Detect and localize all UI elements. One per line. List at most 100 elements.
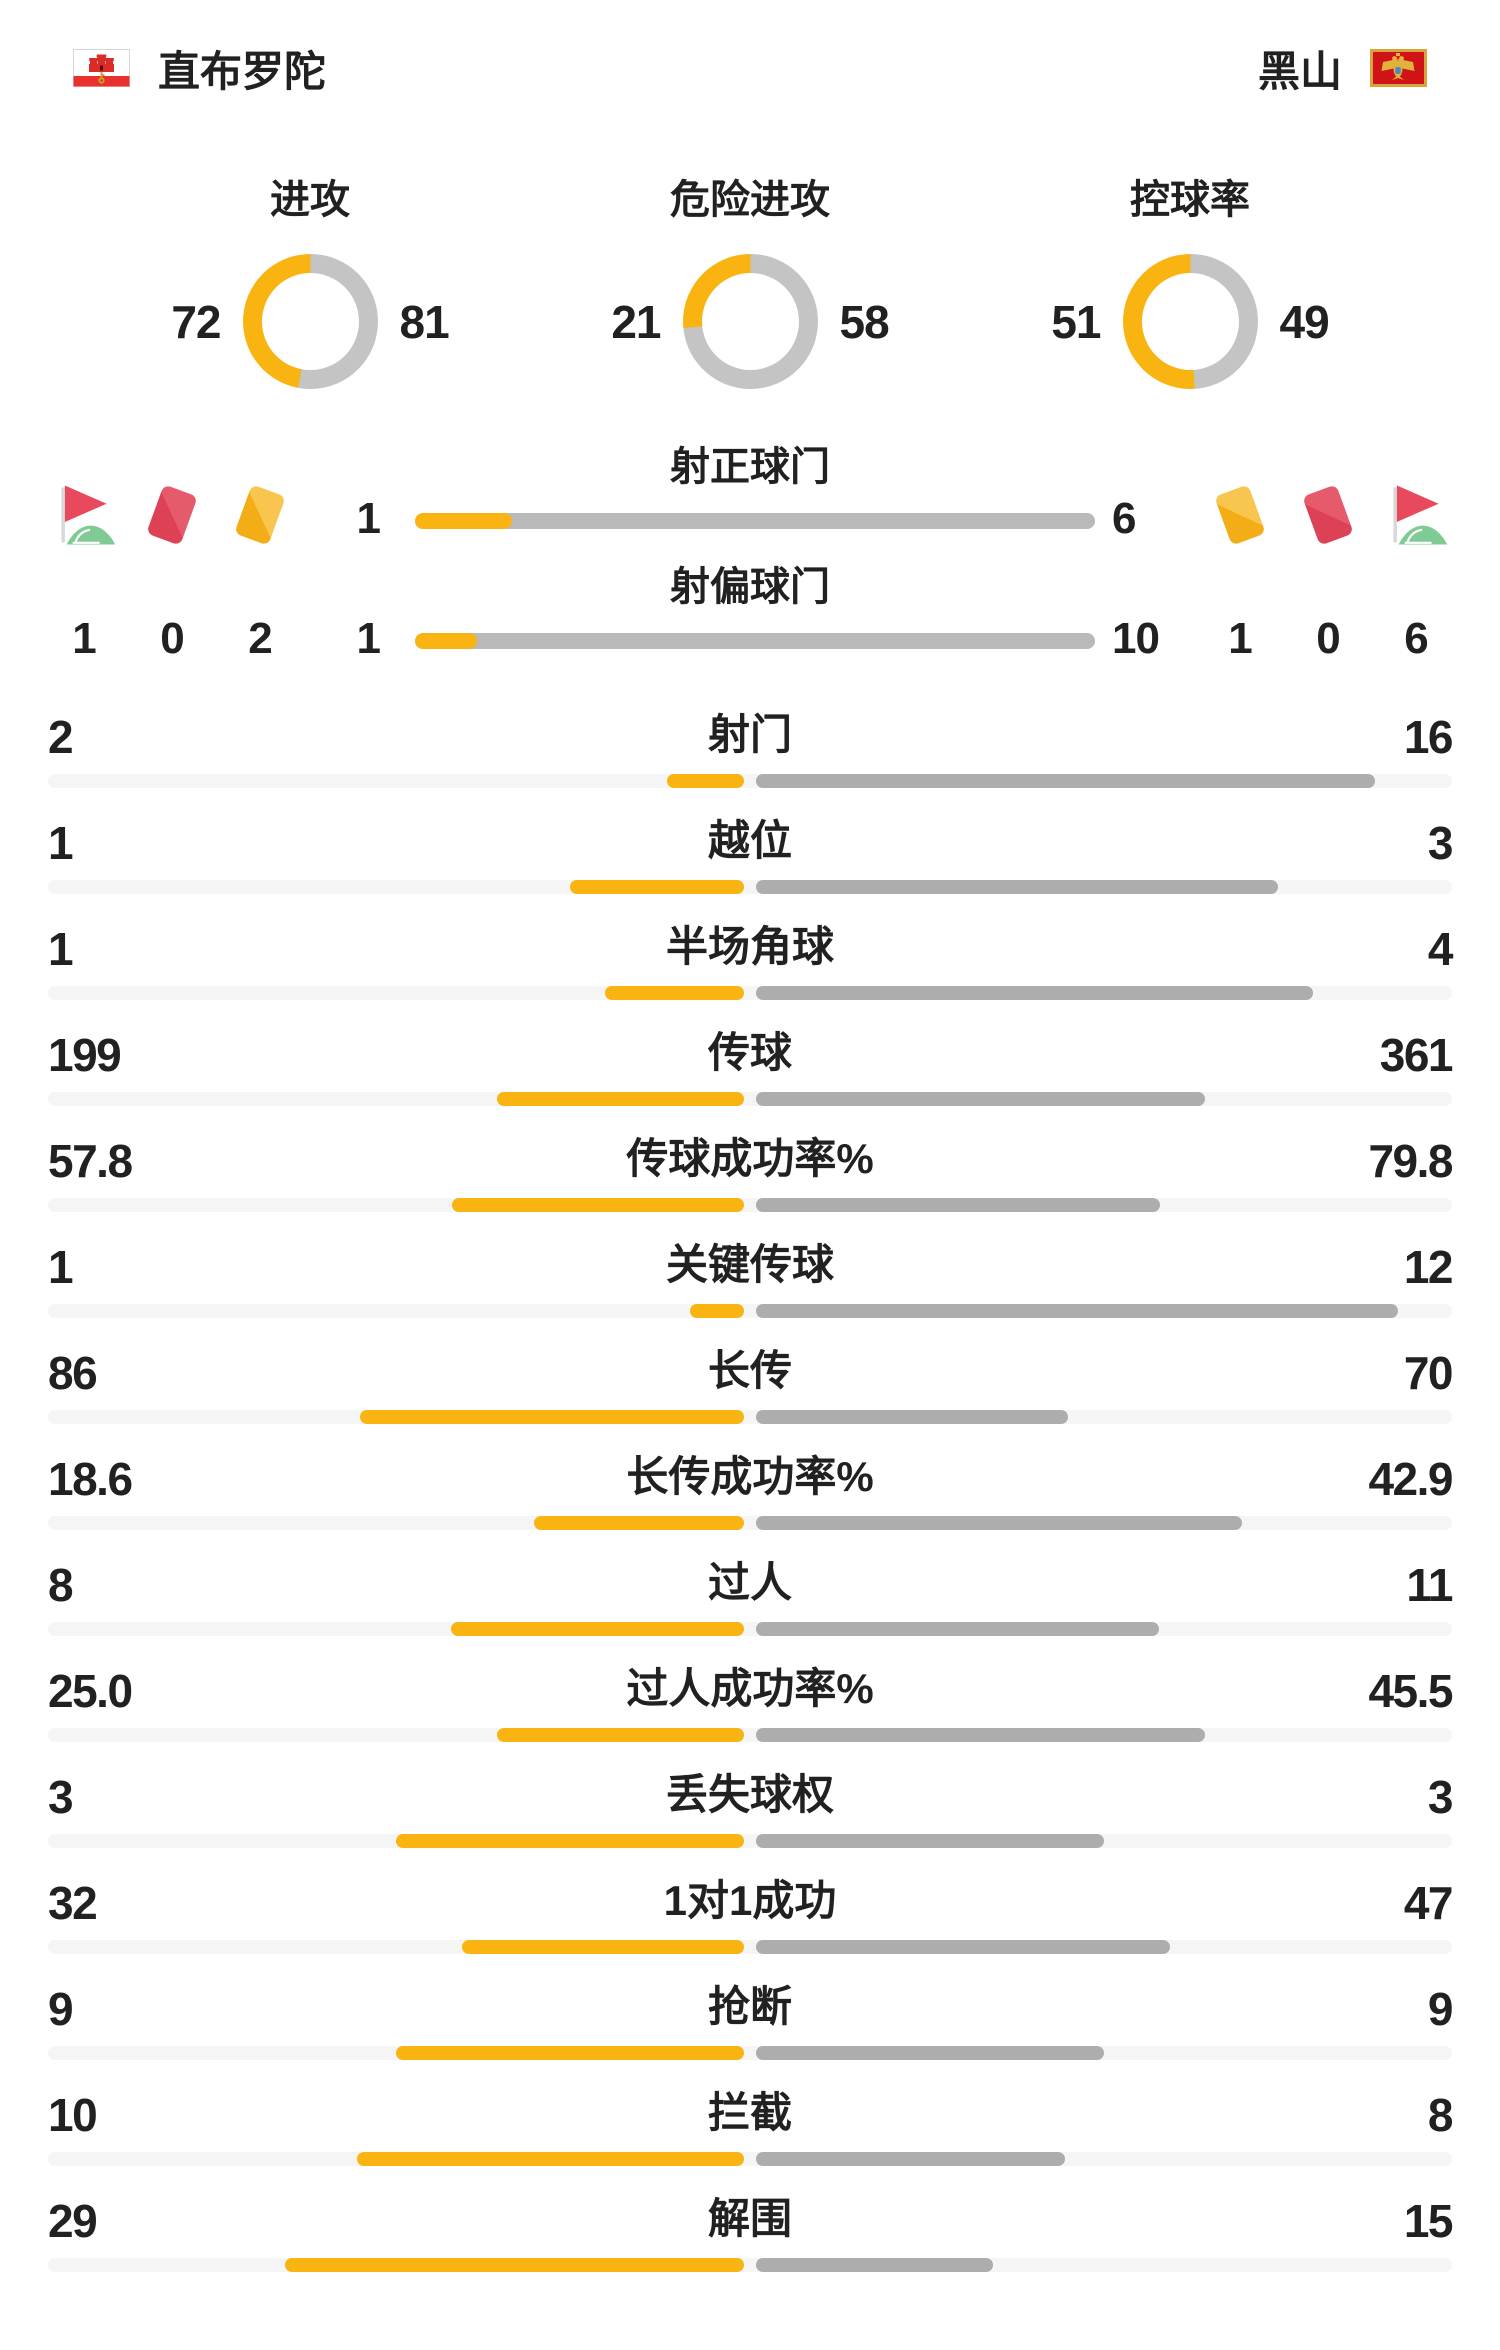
- stat-bar-away-segment: [756, 2258, 994, 2272]
- stat-bar-away-segment: [756, 986, 1313, 1000]
- stat-bar-away-segment: [756, 1410, 1069, 1424]
- stat-bar-home-segment: [533, 1516, 744, 1530]
- possession-away-value: 49: [1279, 295, 1330, 348]
- stat-bar-home-segment: [450, 1622, 744, 1636]
- red-card-icon: [1284, 477, 1372, 553]
- stat-bar-track: [48, 2046, 1452, 2060]
- stat-home-value: 8: [48, 1559, 74, 1611]
- home-corners-count: 1: [72, 614, 96, 663]
- home-discipline-values: 1 0 2: [40, 615, 304, 663]
- stat-label: 传球: [707, 1029, 792, 1076]
- stat-home-value: 1: [48, 817, 74, 869]
- stat-home-value: 3: [48, 1771, 74, 1823]
- stat-row: 10 拦截 8: [0, 2078, 1500, 2184]
- stat-bar-away-segment: [756, 1622, 1159, 1636]
- home-team: 直布罗陀: [73, 38, 326, 99]
- stats-list: 2 射门 16 1 越位 3 1 半场角球 4: [0, 700, 1500, 2290]
- stat-bar-away-segment: [756, 1304, 1399, 1318]
- stat-away-value: 45.5: [1368, 1665, 1453, 1717]
- possession-donut-chart: [1122, 254, 1258, 389]
- stat-home-value: 86: [48, 1347, 98, 1399]
- stat-label: 1对1成功: [663, 1877, 837, 1924]
- stat-away-value: 4: [1427, 923, 1454, 975]
- stat-bar-home-segment: [666, 774, 744, 788]
- stat-row: 3 丢失球权 3: [0, 1760, 1500, 1866]
- stat-bar-track: [48, 1622, 1452, 1636]
- shots-on-target-label: 射正球门: [670, 445, 830, 489]
- shots-on-target-bar: [415, 513, 1095, 529]
- dangerous-attacks-away-value: 58: [839, 295, 890, 348]
- home-team-name: 直布罗陀: [158, 47, 327, 95]
- stat-bar-track: [48, 2152, 1452, 2166]
- stat-bar-track: [48, 986, 1452, 1000]
- stat-bar-track: [48, 1304, 1452, 1318]
- stat-bar-home-segment: [570, 880, 744, 894]
- match-header: 直布罗陀 黑山: [0, 0, 1500, 95]
- stat-label: 传球成功率%: [626, 1135, 874, 1182]
- stat-away-value: 12: [1403, 1241, 1454, 1293]
- donut-group-possession: 51 49: [970, 254, 1410, 389]
- stat-home-value: 29: [48, 2195, 98, 2247]
- stat-bar-away-segment: [756, 774, 1375, 788]
- stat-bar-away-segment: [756, 1092, 1205, 1106]
- donut-label-possession: 控球率: [1130, 178, 1250, 222]
- home-red-cards-count: 0: [160, 614, 184, 663]
- stat-row: 29 解围 15: [0, 2184, 1500, 2290]
- shots-on-target-away-value: 6: [1112, 494, 1136, 543]
- stat-bar-home-segment: [496, 1092, 744, 1106]
- stat-label: 丢失球权: [665, 1771, 834, 1818]
- stat-home-value: 25.0: [48, 1665, 133, 1717]
- stat-row: 1 半场角球 4: [0, 912, 1500, 1018]
- shots-on-target-home-value: 1: [356, 494, 381, 543]
- stat-bar-home-segment: [690, 1304, 744, 1318]
- donut-row: 72 81 21 58 51 49: [90, 254, 1410, 389]
- stat-bar-track: [48, 2258, 1452, 2272]
- stat-bar-home-segment: [462, 1940, 744, 1954]
- stat-bar-away-segment: [756, 1834, 1104, 1848]
- stat-label: 关键传球: [665, 1241, 834, 1288]
- stat-row: 8 过人 11: [0, 1548, 1500, 1654]
- stat-away-value: 70: [1403, 1347, 1454, 1399]
- possession-home-value: 51: [1051, 295, 1101, 348]
- stat-bar-track: [48, 880, 1452, 894]
- away-discipline-values: 1 0 6: [1196, 615, 1460, 663]
- stat-row: 18.6 长传成功率% 42.9: [0, 1442, 1500, 1548]
- stat-label: 抢断: [707, 1983, 792, 2030]
- away-yellow-cards-count: 1: [1228, 614, 1252, 663]
- stat-bar-home-segment: [396, 2046, 744, 2060]
- stat-bar-track: [48, 1198, 1452, 1212]
- stat-row: 32 1对1成功 47: [0, 1866, 1500, 1972]
- attacks-home-value: 72: [171, 295, 221, 348]
- stat-home-value: 10: [48, 2089, 98, 2141]
- away-red-cards-count: 0: [1316, 614, 1340, 663]
- yellow-card-icon: [1196, 477, 1284, 553]
- stat-row: 1 关键传球 12: [0, 1230, 1500, 1336]
- shots-on-target-bar-home-fill: [415, 513, 513, 529]
- stat-bar-track: [48, 1834, 1452, 1848]
- stat-home-value: 1: [48, 1241, 74, 1293]
- stat-away-value: 16: [1403, 711, 1454, 763]
- donut-labels: 进攻 危险进攻 控球率: [90, 176, 1410, 224]
- stat-home-value: 32: [48, 1877, 98, 1929]
- stat-row: 1 越位 3: [0, 806, 1500, 912]
- stat-away-value: 361: [1379, 1029, 1454, 1081]
- stat-bar-home-segment: [357, 2152, 744, 2166]
- dangerous-attacks-home-value: 21: [611, 295, 661, 348]
- stat-away-value: 15: [1403, 2195, 1454, 2247]
- corner-flag-icon: [1372, 477, 1460, 553]
- stat-label: 长传: [707, 1347, 792, 1394]
- stat-label: 长传成功率%: [626, 1453, 874, 1500]
- shots-off-target-label: 射偏球门: [670, 565, 830, 609]
- stat-label: 越位: [707, 817, 792, 864]
- shots-off-target-bar: [415, 633, 1095, 649]
- stat-row: 2 射门 16: [0, 700, 1500, 806]
- away-discipline-icons: [1196, 477, 1460, 553]
- yellow-card-icon: [216, 477, 304, 553]
- stat-bar-away-segment: [756, 1728, 1206, 1742]
- stat-bar-track: [48, 1410, 1452, 1424]
- dangerous-attacks-donut-chart: [682, 254, 818, 389]
- stat-away-value: 11: [1406, 1559, 1453, 1611]
- stat-bar-track: [48, 1940, 1452, 1954]
- away-team: 黑山: [1258, 38, 1427, 99]
- donut-label-attacks: 进攻: [270, 178, 350, 222]
